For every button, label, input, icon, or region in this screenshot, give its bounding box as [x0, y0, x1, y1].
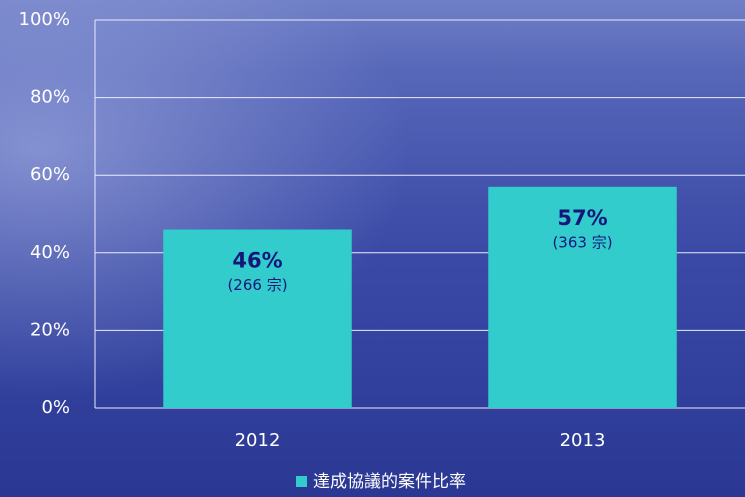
y-tick-label: 100% — [19, 9, 70, 30]
y-tick-label: 40% — [30, 242, 70, 263]
y-tick-label: 20% — [30, 319, 70, 340]
y-tick-label: 80% — [30, 87, 70, 108]
y-tick-label: 0% — [41, 397, 70, 418]
x-tick-label: 2012 — [235, 430, 281, 451]
x-tick-label: 2013 — [560, 430, 606, 451]
bar — [163, 229, 352, 408]
y-tick-label: 60% — [30, 164, 70, 185]
legend-swatch — [296, 476, 307, 487]
legend-label: 達成協議的案件比率 — [313, 472, 466, 492]
value-label: 46% — [232, 249, 282, 273]
bar — [488, 186, 677, 408]
case-label: (266 宗) — [227, 276, 287, 294]
case-label: (363 宗) — [552, 233, 612, 251]
value-label: 57% — [557, 206, 607, 230]
